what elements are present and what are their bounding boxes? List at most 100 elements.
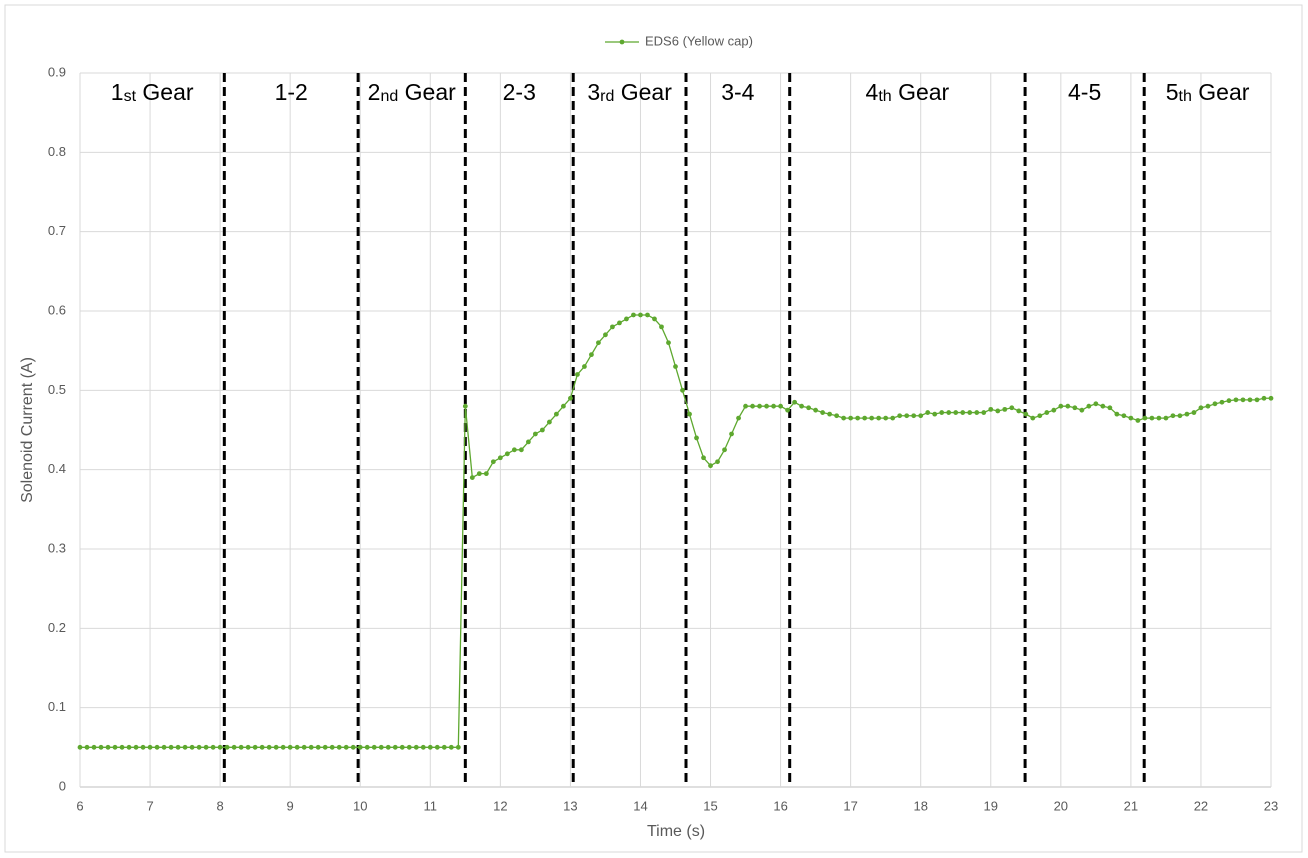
data-point <box>1205 403 1211 409</box>
data-point <box>624 316 629 322</box>
data-point <box>1212 401 1218 407</box>
data-point <box>441 744 447 750</box>
data-point <box>462 403 468 409</box>
x-tick-label: 7 <box>146 798 153 813</box>
x-tick-label: 23 <box>1264 798 1278 813</box>
data-point <box>568 395 573 401</box>
data-point <box>1072 405 1078 411</box>
data-point <box>981 410 987 415</box>
data-point <box>890 415 896 421</box>
y-tick-label: 0.4 <box>48 461 66 476</box>
data-point <box>77 744 83 750</box>
data-point <box>673 364 678 369</box>
data-point <box>638 312 643 318</box>
data-point <box>1177 413 1183 419</box>
data-point <box>1198 405 1204 411</box>
data-point <box>932 411 938 417</box>
data-point <box>1121 413 1127 419</box>
data-point <box>883 415 889 421</box>
data-point <box>126 744 132 750</box>
x-tick-label: 21 <box>1124 798 1138 813</box>
data-point <box>224 744 230 750</box>
data-point <box>729 431 734 437</box>
data-point <box>91 744 97 750</box>
data-point <box>287 744 293 750</box>
data-point <box>1233 397 1239 403</box>
data-point <box>967 410 973 415</box>
y-tick-label: 0 <box>59 778 66 793</box>
data-point <box>98 744 104 750</box>
data-point <box>750 403 755 409</box>
y-tick-label: 0.9 <box>48 64 66 79</box>
data-point <box>708 463 713 469</box>
region-label: 2-3 <box>503 79 536 105</box>
data-point <box>897 413 903 419</box>
data-point <box>182 744 188 750</box>
data-point <box>785 407 790 413</box>
data-point <box>1254 397 1260 403</box>
region-label: 4-5 <box>1068 79 1101 105</box>
data-point <box>1065 403 1071 409</box>
data-point <box>217 744 223 750</box>
x-tick-label: 8 <box>217 798 224 813</box>
data-point <box>1268 395 1274 401</box>
data-point <box>876 415 882 421</box>
data-point <box>1023 411 1029 417</box>
data-point <box>701 455 706 461</box>
data-point <box>189 744 195 750</box>
data-point <box>546 419 552 425</box>
data-point <box>645 312 650 318</box>
data-point <box>84 744 90 750</box>
data-point <box>238 744 244 750</box>
data-point <box>1149 415 1155 421</box>
x-tick-label: 17 <box>843 798 857 813</box>
data-point <box>154 744 160 750</box>
x-tick-label: 16 <box>773 798 787 813</box>
data-point <box>869 415 875 421</box>
data-point <box>694 435 699 441</box>
data-point <box>925 410 931 415</box>
data-point <box>280 744 286 750</box>
data-point <box>911 413 917 419</box>
data-point <box>175 744 181 750</box>
data-point <box>518 447 524 453</box>
x-tick-label: 15 <box>703 798 717 813</box>
data-point <box>308 744 314 750</box>
data-point <box>231 744 237 750</box>
data-point <box>1114 411 1120 417</box>
x-tick-label: 14 <box>633 798 647 813</box>
data-point <box>813 407 819 413</box>
x-tick-label: 9 <box>287 798 294 813</box>
data-point <box>904 413 910 419</box>
data-point <box>1135 418 1141 423</box>
data-point <box>736 415 741 421</box>
data-point <box>743 403 748 409</box>
data-point <box>715 459 720 465</box>
data-point <box>575 372 580 377</box>
data-point <box>764 403 769 409</box>
y-tick-label: 0.1 <box>48 699 66 714</box>
y-tick-label: 0.6 <box>48 302 66 317</box>
data-point <box>539 427 545 433</box>
region-label: 1st Gear <box>111 79 194 105</box>
data-point <box>1261 395 1267 401</box>
x-tick-label: 10 <box>353 798 367 813</box>
data-point <box>105 744 111 750</box>
x-tick-label: 6 <box>76 798 83 813</box>
data-point <box>799 403 805 409</box>
data-point <box>792 399 797 405</box>
region-label: 5th Gear <box>1166 79 1250 105</box>
data-point <box>406 744 412 750</box>
data-point <box>680 387 685 393</box>
x-tick-label: 13 <box>563 798 577 813</box>
data-point <box>582 364 587 369</box>
data-point <box>392 744 398 750</box>
data-point <box>1051 407 1057 413</box>
y-tick-label: 0.3 <box>48 540 66 555</box>
data-point <box>757 403 762 409</box>
data-point <box>918 413 924 419</box>
region-label: 4th Gear <box>866 79 950 105</box>
data-point <box>203 744 209 750</box>
data-point <box>1093 401 1099 407</box>
x-tick-label: 11 <box>424 798 438 813</box>
